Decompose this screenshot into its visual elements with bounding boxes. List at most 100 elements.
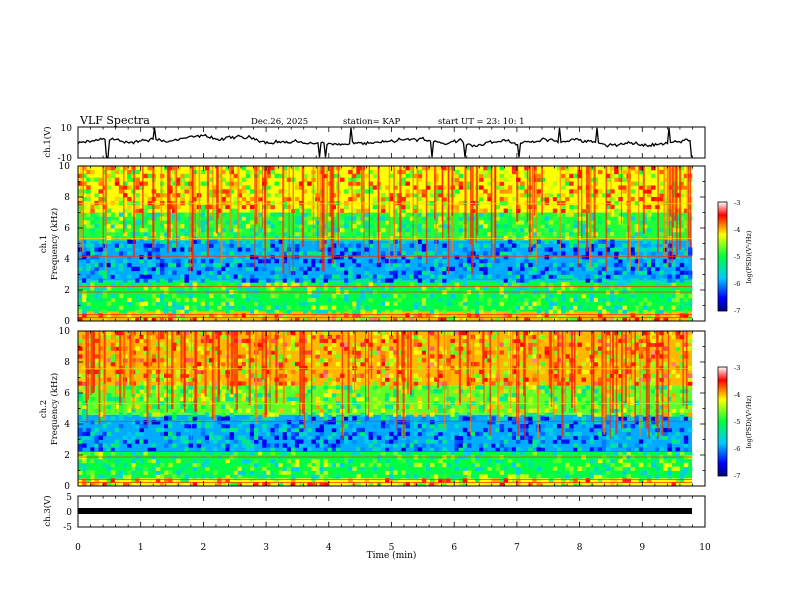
spectrogram-cell	[172, 474, 177, 479]
spectrogram-cell	[438, 470, 443, 475]
spectrogram-streak	[434, 166, 436, 220]
spectrogram-cell	[417, 482, 423, 487]
spectrogram-cell	[331, 342, 337, 347]
spectrogram-cell	[516, 309, 521, 314]
spectrogram-cell	[307, 220, 312, 225]
spectrogram-cell	[290, 282, 296, 287]
spectrogram-cell	[98, 416, 103, 421]
spectrogram-cell	[511, 212, 517, 217]
spectrogram-cell	[323, 373, 329, 378]
spectrogram-cell	[303, 317, 308, 322]
spectrogram-cell	[307, 200, 312, 206]
spectrogram-cell	[532, 286, 537, 291]
spectrogram-cell	[524, 431, 529, 437]
spectrogram-cell	[663, 181, 668, 186]
spectrogram-cell	[270, 346, 275, 351]
spectrogram-cell	[425, 313, 431, 318]
spectrogram-cell	[548, 189, 554, 194]
spectrogram-cell	[356, 243, 361, 248]
spectrogram-cell	[86, 474, 91, 479]
spectrogram-cell	[405, 255, 410, 260]
spectrogram-cell	[495, 247, 500, 252]
spectrogram-cell	[258, 266, 263, 272]
spectrogram-cell	[86, 431, 91, 437]
spectrogram-cell	[516, 466, 521, 471]
spectrogram-cell	[651, 251, 656, 256]
spectrogram-cell	[249, 389, 255, 394]
spectrogram-cell	[196, 297, 202, 303]
spectrogram-cell	[335, 439, 341, 444]
spectrogram-cell	[372, 204, 378, 210]
spectrogram-cell	[638, 270, 644, 275]
spectrogram-cell	[282, 278, 288, 283]
spectrogram-cell	[139, 297, 144, 303]
spectrogram-cell	[344, 431, 349, 437]
spectrogram-cell	[524, 331, 529, 336]
spectrogram-cell	[376, 462, 382, 468]
spectrogram-streak	[588, 166, 590, 213]
spectrogram-streak	[577, 166, 579, 268]
spectrogram-cell	[397, 350, 402, 355]
spectrogram-cell	[327, 305, 333, 310]
spectrogram-cell	[561, 251, 566, 256]
spectrogram-cell	[679, 216, 685, 221]
spectrogram-cell	[622, 189, 627, 194]
spectrogram-cell	[98, 181, 103, 186]
spectrogram-cell	[442, 482, 447, 487]
spectrogram-cell	[356, 204, 361, 210]
spectrogram-cell	[552, 297, 558, 303]
spectrogram-cell	[147, 466, 153, 471]
spectrogram-cell	[225, 274, 230, 279]
spectrogram-cell	[237, 224, 243, 229]
spectrogram-cell	[376, 373, 382, 378]
spectrogram-streak	[412, 166, 414, 244]
spectrogram-cell	[164, 297, 169, 303]
spectrogram-cell	[425, 439, 431, 444]
spectrogram-cell	[266, 228, 271, 233]
spectrogram-cell	[393, 270, 398, 275]
spectrogram-cell	[491, 443, 496, 448]
spectrogram-cell	[364, 286, 369, 291]
spectrogram-cell	[479, 443, 484, 448]
spectrogram-cell	[294, 278, 300, 283]
spectrogram-cell	[536, 474, 541, 479]
spectrogram-cell	[286, 354, 292, 359]
spectrogram-cell	[438, 262, 443, 268]
spectrogram-cell	[315, 458, 320, 464]
spectrogram-cell	[503, 478, 509, 483]
spectrogram-cell	[413, 193, 419, 198]
spectrogram-cell	[221, 266, 226, 272]
spectrogram-cell	[102, 424, 108, 429]
spectrogram-cell	[446, 331, 451, 336]
spectrogram-streak	[206, 166, 210, 257]
spectrogram-cell	[385, 338, 390, 344]
spectrogram-cell	[458, 305, 464, 310]
spectrogram-cell	[491, 369, 496, 375]
spectrogram-cell	[655, 282, 660, 287]
spectrogram-cell	[507, 396, 513, 402]
spectrogram-cell	[491, 416, 496, 421]
spectrogram-cell	[540, 220, 545, 225]
spectrogram-cell	[544, 200, 550, 206]
spectrogram-streak	[331, 166, 335, 264]
spectrogram-cell	[245, 247, 251, 252]
spectrogram-cell	[143, 420, 148, 425]
spectrogram-cell	[168, 247, 173, 252]
spectrogram-streak	[194, 166, 196, 240]
spectrogram-cell	[479, 212, 484, 217]
spectrogram-cell	[184, 389, 189, 394]
spectrogram-cell	[479, 369, 484, 375]
spectrogram-cell	[114, 462, 120, 468]
spectrogram-cell	[475, 478, 480, 483]
spectrogram-cell	[356, 362, 361, 367]
spectrogram-cell	[286, 286, 292, 291]
spectrogram-cell	[217, 185, 222, 190]
spectrogram-cell	[143, 282, 148, 287]
spectrogram-cell	[438, 193, 443, 198]
spectrogram-cell	[450, 313, 455, 318]
spectrogram-cell	[524, 220, 529, 225]
spectrogram-cell	[667, 282, 672, 287]
spectrogram-cell	[200, 462, 206, 468]
spectrogram-cell	[315, 482, 320, 487]
spectrogram-cell	[184, 346, 189, 351]
